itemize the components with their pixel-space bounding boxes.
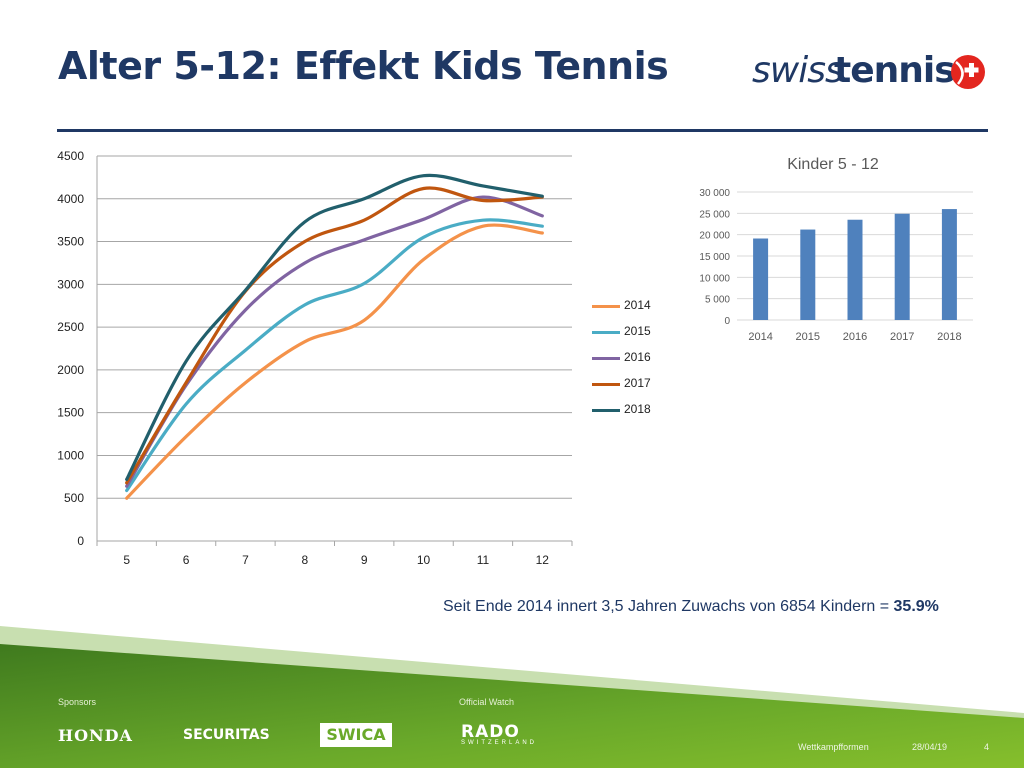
x-tick-label: 6 (183, 553, 190, 567)
y-tick-label: 1500 (57, 406, 84, 420)
x-tick-label: 2015 (796, 331, 820, 343)
y-tick-label: 20 000 (699, 231, 730, 242)
legend-label: 2018 (624, 402, 651, 416)
x-tick-label: 2016 (843, 331, 867, 343)
y-tick-label: 4000 (57, 192, 84, 206)
line-chart: 0 500 1000 1500 2000 2500 3000 3500 4000 4500 5 6 7 8… (57, 149, 573, 567)
y-tick-label: 5 000 (705, 295, 730, 306)
official-watch-label: Official Watch (459, 697, 515, 707)
legend-label: 2014 (624, 298, 651, 312)
series-line-2014 (125, 223, 544, 500)
footer-topic: Wettkampfformen (798, 742, 869, 752)
bar-2018 (941, 209, 957, 320)
summary-text: Seit Ende 2014 innert 3,5 Jahren Zuwachs… (443, 598, 939, 616)
y-tick-label: 1000 (57, 448, 84, 462)
x-tick-label: 7 (242, 553, 249, 567)
sponsors-label: Sponsors (58, 697, 97, 707)
y-tick-label: 0 (77, 534, 84, 548)
swisstennis-logo: swiss tennis (752, 50, 992, 94)
logo-swiss-text: swiss (752, 50, 844, 91)
slide-title: Alter 5-12: Effekt Kids Tennis (58, 44, 669, 88)
legend-label: 2015 (624, 324, 651, 338)
bar-2016 (847, 219, 863, 320)
y-tick-label: 2000 (57, 363, 84, 377)
summary-highlight: 35.9% (893, 598, 939, 615)
bar-2015 (800, 229, 816, 320)
y-tick-label: 25 000 (699, 209, 730, 220)
footer-green-band (0, 626, 1024, 768)
x-tick-label: 2014 (748, 331, 772, 343)
securitas-logo: SECURITAS (183, 727, 270, 743)
x-tick-label: 9 (361, 553, 368, 567)
logo-tennis-text: tennis (834, 50, 956, 91)
summary-prefix: Seit Ende 2014 innert 3,5 Jahren Zuwachs… (443, 598, 894, 615)
x-tick-label: 2018 (937, 331, 961, 343)
page-number: 4 (984, 742, 990, 752)
x-tick-label: 11 (477, 553, 490, 567)
footer-date: 28/04/19 (912, 742, 948, 752)
y-tick-label: 15 000 (699, 252, 730, 263)
x-tick-label: 10 (417, 553, 431, 567)
series-line-2018 (125, 173, 544, 481)
honda-logo: HONDA (58, 726, 133, 745)
series-line-2015 (125, 218, 544, 493)
rado-subtitle: SWITZERLAND (461, 740, 538, 746)
bar-2014 (753, 238, 769, 320)
bar-chart: Kinder 5 - 12 0 5 000 10 000 15 000 20 000 25 … (699, 156, 973, 343)
y-tick-label: 3000 (57, 277, 84, 291)
legend-label: 2017 (624, 376, 651, 390)
bar-2017 (894, 213, 910, 320)
y-tick-label: 500 (64, 491, 84, 505)
rado-logo: RADO (461, 722, 520, 742)
x-tick-label: 12 (536, 553, 550, 567)
legend-label: 2016 (624, 350, 651, 364)
x-tick-label: 2017 (890, 331, 914, 343)
x-tick-label: 5 (123, 553, 130, 567)
y-tick-label: 0 (724, 316, 730, 327)
series-line-2016 (125, 195, 544, 488)
title-divider (57, 129, 988, 132)
tennis-ball-cross-icon (951, 55, 985, 89)
y-tick-label: 10 000 (699, 273, 730, 284)
y-tick-label: 30 000 (699, 188, 730, 199)
y-tick-label: 3500 (57, 235, 84, 249)
y-tick-label: 4500 (57, 149, 84, 163)
bar-chart-title: Kinder 5 - 12 (787, 156, 879, 173)
swica-logo: SWICA (320, 723, 392, 747)
x-tick-label: 8 (301, 553, 308, 567)
y-tick-label: 2500 (57, 320, 84, 334)
series-line-2017 (125, 186, 544, 485)
